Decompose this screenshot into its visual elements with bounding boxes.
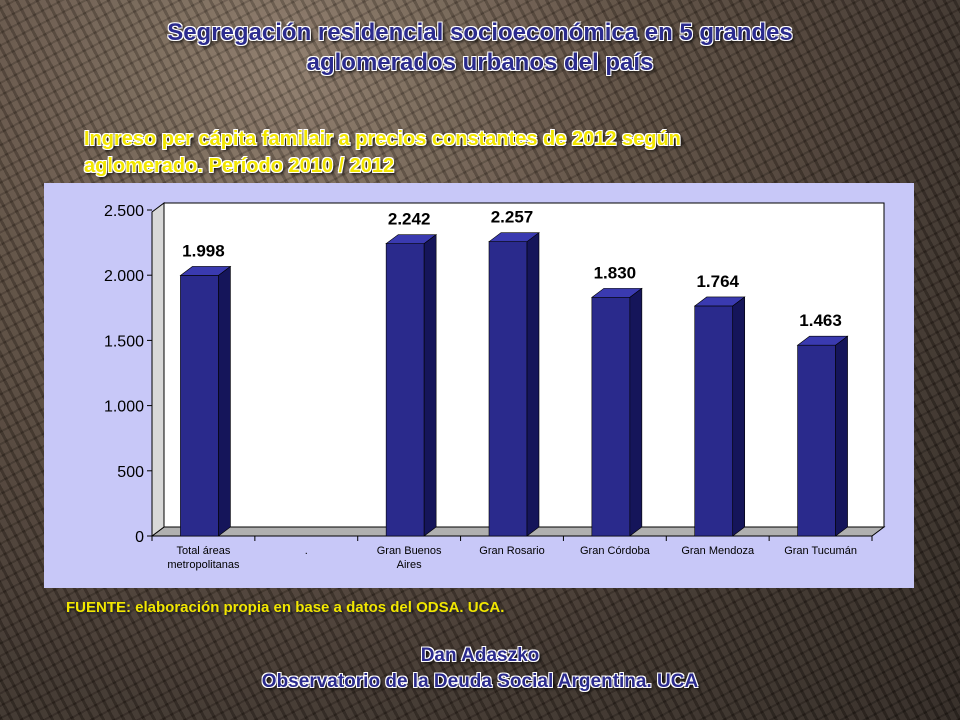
title-line-2: aglomerados urbanos del país (306, 49, 654, 76)
chart-side-wall (151, 202, 165, 537)
source-note: FUENTE: elaboración propia en base a dat… (66, 599, 505, 616)
x-tick-label: Gran Rosario (479, 545, 544, 557)
bar-side (526, 232, 540, 537)
bar-side (218, 265, 231, 537)
chart-area: 0 500 1.000 1.500 2.000 2.500 Total áreas metro… (44, 183, 914, 588)
bar-value-label: 1.830 (594, 263, 637, 282)
x-tick-label: Gran Buenos (377, 545, 442, 557)
bar-value-label: 2.242 (388, 210, 431, 229)
bar-value-label: 2.257 (491, 208, 534, 227)
x-tick-label: Gran Mendoza (681, 545, 755, 557)
author-block: Dan Adaszko Observatorio de la Deuda Soc… (0, 643, 960, 695)
bar-chart: 0 500 1.000 1.500 2.000 2.500 Total áreas metro… (104, 202, 886, 571)
bar-value-label: 1.998 (182, 241, 225, 260)
title-line-1: Segregación residencial socioeconómica e… (167, 19, 793, 46)
x-tick-label: Gran Córdoba (580, 545, 651, 557)
bar-value-label: 1.764 (696, 272, 739, 291)
y-tick-label: 500 (117, 464, 144, 481)
bar-front (385, 243, 425, 537)
bar-side (423, 234, 437, 537)
bar-front (180, 275, 219, 537)
chart-subtitle: Ingreso per cápita familair a precios co… (84, 126, 844, 180)
slide-title: Segregación residencial socioeconómica e… (0, 18, 960, 78)
bar-front (797, 344, 836, 537)
x-tick-label: metropolitanas (167, 559, 240, 571)
y-tick-label: 1.500 (104, 333, 144, 350)
bar-front (488, 241, 528, 537)
subtitle-line-2: aglomerado. Período 2010 / 2012 (84, 155, 395, 177)
x-tick-label: . (305, 545, 308, 557)
bar-side (835, 335, 848, 537)
bar-value-label: 1.463 (799, 311, 842, 330)
bar-side (629, 287, 643, 537)
bar-front (694, 305, 734, 537)
y-tick-label: 1.000 (104, 399, 144, 416)
y-tick-label: 2.500 (104, 203, 144, 220)
x-tick-label: Total áreas (177, 545, 231, 557)
y-tick-label: 0 (135, 529, 144, 546)
x-tick-label: Gran Tucumán (784, 545, 857, 557)
author-organization: Observatorio de la Deuda Social Argentin… (261, 671, 699, 692)
x-tick-label: Aires (397, 559, 423, 571)
bar-front (591, 297, 631, 537)
subtitle-line-1: Ingreso per cápita familair a precios co… (84, 128, 681, 150)
bar-side (732, 296, 746, 537)
author-name: Dan Adaszko (420, 645, 540, 666)
y-tick-label: 2.000 (104, 268, 144, 285)
